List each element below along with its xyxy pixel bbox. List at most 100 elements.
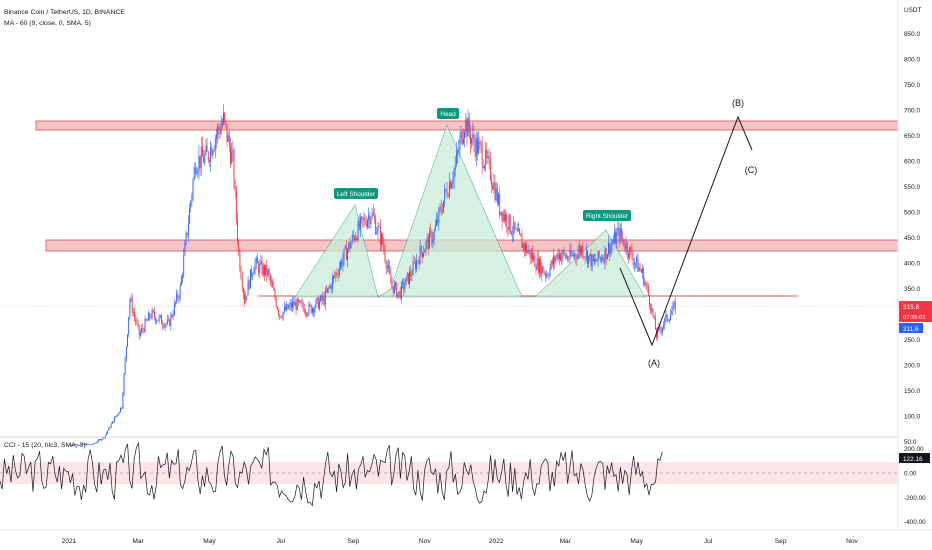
- candle-body: [510, 231, 512, 235]
- candle-body: [306, 312, 308, 315]
- price-tick: 600.0: [904, 159, 920, 166]
- candle-body: [395, 283, 396, 285]
- candle-body: [266, 264, 268, 276]
- candle-body: [205, 145, 207, 155]
- candle-body: [180, 277, 182, 286]
- candle-body: [668, 320, 670, 321]
- candle-body: [337, 274, 339, 276]
- wave-a-label[interactable]: (A): [648, 358, 660, 368]
- right-shoulder-label[interactable]: Right Shoulder: [583, 210, 631, 221]
- candle-body: [666, 314, 668, 321]
- candle-body: [362, 216, 364, 221]
- candle-body: [326, 290, 327, 292]
- symbol-title[interactable]: Binance Coin / TetherUS, 1D, BINANCE: [4, 9, 125, 16]
- candle-body: [249, 269, 251, 289]
- candle-body: [130, 298, 132, 301]
- candle-body: [361, 216, 363, 218]
- candle-body: [117, 413, 119, 415]
- candle-body: [660, 329, 662, 332]
- candle-body: [578, 246, 580, 253]
- candle-body: [489, 158, 491, 180]
- candle-body: [671, 311, 673, 315]
- candle-body: [76, 444, 78, 446]
- candle-body: [364, 218, 366, 224]
- candle-body: [210, 146, 212, 162]
- candle-body: [399, 291, 401, 299]
- candle-body: [439, 207, 441, 209]
- candlesticks[interactable]: [68, 104, 676, 447]
- candle-body: [467, 117, 469, 137]
- candle-body: [278, 309, 279, 315]
- candle-body: [455, 152, 457, 165]
- cci-indicator-legend[interactable]: CCI - 15 (20, hlc3, SMA, 3): [4, 442, 86, 449]
- candle-body: [407, 273, 409, 284]
- candle-body: [307, 313, 309, 315]
- candle-body: [86, 443, 88, 446]
- cci-axis[interactable]: 200.00 0.00 -200.00 -400.00: [904, 446, 926, 526]
- candle-body: [135, 317, 137, 323]
- cci-tick: -400.00: [904, 519, 926, 526]
- candle-body: [406, 273, 408, 277]
- price-tick: 500.0: [904, 210, 920, 217]
- candle-body: [187, 223, 189, 236]
- ma-indicator-legend[interactable]: MA - 60 (9, close, 0, SMA, 5): [4, 20, 91, 27]
- candle-body: [378, 226, 380, 227]
- candle-body: [512, 233, 514, 235]
- candle-body: [157, 320, 159, 322]
- cci-value-badge: 122.16: [899, 453, 930, 463]
- candle-body: [224, 112, 226, 120]
- candle-body: [468, 117, 470, 133]
- candle-body: [473, 133, 475, 144]
- left-shoulder-label[interactable]: Left Shoulder: [334, 188, 378, 199]
- candle-body: [95, 442, 97, 444]
- candle-body: [264, 265, 265, 276]
- price-axis[interactable]: 850.0 800.0 750.0 700.0 650.0 600.0 550.0 500.0…: [904, 31, 920, 446]
- candle-body: [419, 246, 421, 265]
- head-shoulders-fill: [294, 124, 646, 298]
- candle-body: [150, 317, 152, 319]
- time-tick: Nov: [846, 538, 858, 545]
- candle-body: [633, 262, 635, 265]
- candle-body: [296, 299, 298, 311]
- candle-body: [603, 258, 605, 263]
- candle-body: [87, 443, 89, 445]
- candle-body: [519, 229, 521, 234]
- candle-body: [385, 260, 387, 269]
- candle-body: [328, 287, 330, 289]
- time-tick: Mar: [560, 538, 572, 545]
- candle-body: [163, 325, 165, 328]
- candle-body: [588, 255, 590, 264]
- candle-body: [503, 213, 505, 221]
- candle-body: [619, 228, 621, 241]
- candle-body: [575, 253, 577, 258]
- candle-body: [530, 252, 532, 259]
- candle-body: [91, 443, 93, 445]
- candle-body: [258, 263, 260, 273]
- wave-c-label[interactable]: (C): [745, 165, 758, 175]
- candle-body: [239, 251, 241, 270]
- cci-pane[interactable]: [0, 441, 898, 507]
- candle-body: [584, 257, 586, 258]
- candle-body: [111, 421, 113, 425]
- candle-body: [136, 322, 138, 324]
- candle-body: [522, 243, 524, 249]
- candle-body: [567, 256, 569, 260]
- candle-body: [445, 189, 447, 191]
- wave-b-label[interactable]: (B): [732, 98, 744, 108]
- candle-body: [482, 165, 484, 168]
- time-tick: Sep: [348, 538, 360, 545]
- candle-body: [124, 358, 126, 374]
- candle-body: [500, 211, 502, 215]
- head-label[interactable]: Head: [437, 108, 459, 119]
- elliott-wave-path[interactable]: [619, 115, 753, 347]
- candle-body: [206, 145, 208, 152]
- candle-body: [514, 221, 516, 230]
- time-axis[interactable]: 2021 Mar May Jul Sep Nov 2022 Mar May Jul Sep Nov: [62, 538, 859, 545]
- candle-body: [123, 373, 125, 395]
- candle-body: [534, 255, 536, 267]
- candle-body: [74, 444, 76, 446]
- candle-body: [345, 245, 347, 261]
- price-pane[interactable]: [0, 104, 899, 447]
- candle-body: [220, 126, 222, 134]
